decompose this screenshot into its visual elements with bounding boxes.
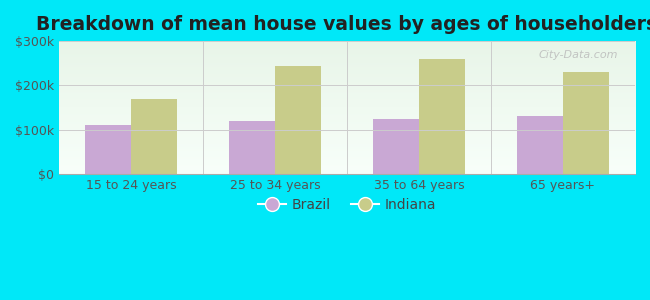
Bar bbox=[85, 125, 131, 174]
Text: City-Data.com: City-Data.com bbox=[538, 50, 617, 60]
Bar bbox=[517, 116, 563, 174]
Bar bbox=[373, 119, 419, 174]
Bar bbox=[229, 121, 275, 174]
Title: Breakdown of mean house values by ages of householders: Breakdown of mean house values by ages o… bbox=[36, 15, 650, 34]
Bar bbox=[419, 59, 465, 174]
Bar bbox=[275, 65, 321, 174]
Bar bbox=[131, 99, 177, 174]
Legend: Brazil, Indiana: Brazil, Indiana bbox=[252, 193, 441, 218]
Bar bbox=[563, 72, 609, 174]
